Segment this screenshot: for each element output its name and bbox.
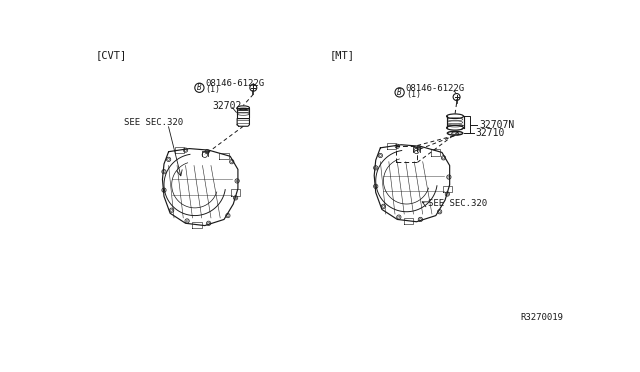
Text: 08146-6122G: 08146-6122G: [406, 84, 465, 93]
Text: B: B: [197, 83, 202, 92]
Text: R3270019: R3270019: [520, 312, 563, 321]
Text: (1): (1): [406, 90, 420, 99]
Text: 32707N: 32707N: [479, 120, 514, 130]
Text: 08146-6122G: 08146-6122G: [205, 79, 265, 88]
Text: 32710: 32710: [475, 128, 504, 138]
Text: B: B: [397, 88, 402, 97]
Text: SEE SEC.320: SEE SEC.320: [124, 119, 183, 128]
Text: [MT]: [MT]: [330, 50, 355, 60]
Text: [CVT]: [CVT]: [95, 50, 127, 60]
Ellipse shape: [452, 132, 458, 134]
Text: 32702: 32702: [212, 101, 242, 111]
Text: SEE SEC.320: SEE SEC.320: [428, 199, 487, 208]
Text: (1): (1): [205, 86, 221, 94]
